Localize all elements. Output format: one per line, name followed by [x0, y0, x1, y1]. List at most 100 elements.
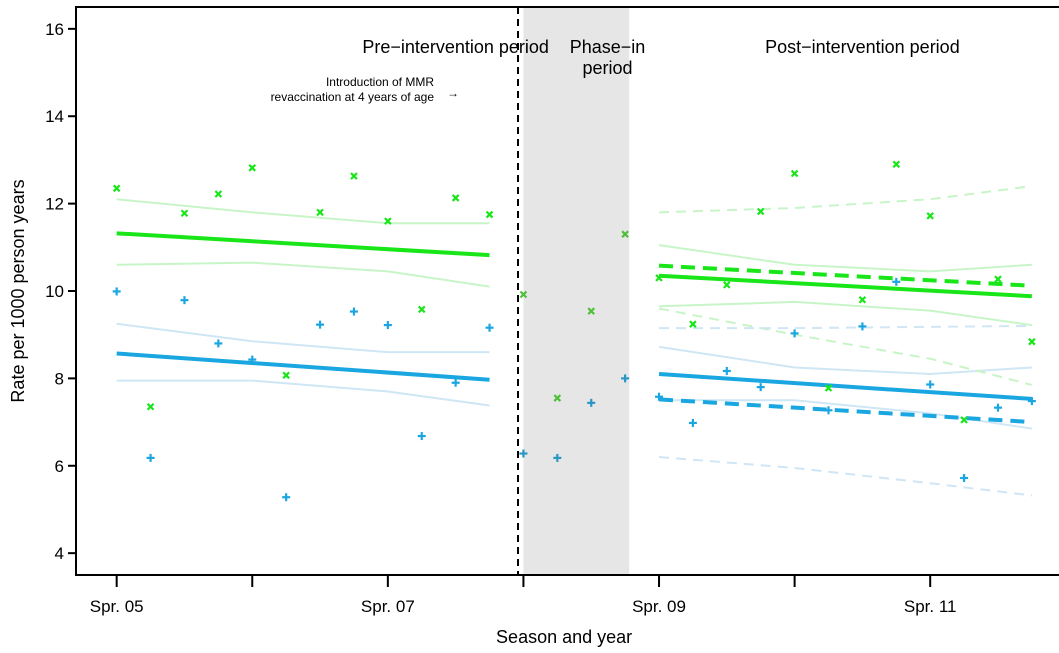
- plus-marker-point-1-1: [146, 453, 155, 462]
- x-marker-point-2-1: [553, 394, 562, 402]
- x-marker-point-2-3: [621, 230, 629, 238]
- plus-marker-point-1-6: [316, 320, 325, 329]
- fitted-line-5: [658, 397, 1033, 425]
- x-marker-point-0-14: [723, 281, 731, 289]
- x-axis: Spr. 05 Spr. 07 Spr. 09 Spr. 11: [90, 575, 957, 616]
- x-marker-point-0-21: [960, 416, 968, 424]
- confidence-bands: [116, 185, 1033, 497]
- data-points: [112, 160, 1036, 502]
- x-marker-point-0-13: [689, 320, 697, 328]
- plus-marker-point-1-23: [1027, 397, 1036, 406]
- y-tick-label: 12: [45, 195, 64, 214]
- annotation-line-2: revaccination at 4 years of age: [271, 90, 435, 104]
- x-marker-point-0-11: [485, 210, 494, 219]
- confidence-band-1: [116, 261, 490, 288]
- period-label-1: period: [582, 58, 632, 78]
- x-axis-title: Season and year: [496, 627, 632, 647]
- y-tick-label: 8: [55, 369, 64, 388]
- plus-marker-point-3-1: [553, 453, 562, 462]
- confidence-band-9: [658, 307, 1033, 386]
- x-marker-point-0-2: [180, 209, 189, 218]
- y-tick-label: 16: [45, 20, 64, 39]
- x-marker-point-0-23: [1028, 337, 1036, 346]
- x-marker-point-0-1: [146, 403, 155, 411]
- x-marker-point-0-17: [824, 384, 833, 392]
- plus-marker-point-1-9: [417, 432, 426, 441]
- plus-marker-point-1-4: [248, 355, 257, 364]
- plus-marker-point-1-7: [349, 307, 358, 316]
- plus-marker-point-1-12: [655, 392, 664, 401]
- y-axis-title: Rate per 1000 person years: [8, 179, 28, 402]
- plus-marker-point-1-8: [383, 321, 392, 330]
- x-marker-point-0-12: [655, 274, 663, 282]
- fitted-line-0: [116, 231, 490, 258]
- plus-marker-point-1-16: [790, 329, 799, 338]
- confidence-band-7: [659, 399, 1033, 430]
- x-marker-point-2-2: [587, 307, 596, 315]
- x-marker-point-0-19: [892, 160, 901, 169]
- x-marker-point-0-15: [756, 207, 765, 216]
- x-marker-point-0-10: [451, 194, 460, 202]
- y-tick-label: 10: [45, 282, 64, 301]
- plus-marker-point-3-3: [621, 374, 630, 383]
- x-marker-point-0-4: [248, 164, 257, 172]
- plus-marker-point-1-10: [451, 378, 460, 387]
- plus-marker-point-1-17: [824, 406, 833, 415]
- y-tick-label: 14: [45, 107, 64, 126]
- plus-marker-point-1-18: [858, 322, 867, 331]
- plus-marker-point-1-19: [892, 277, 901, 286]
- fitted-lines: [116, 231, 1033, 425]
- confidence-band-5: [658, 300, 1033, 327]
- confidence-band-6: [658, 345, 1032, 376]
- confidence-band-8: [658, 185, 1033, 214]
- x-marker-point-0-18: [858, 295, 867, 304]
- annotation-arrow: →: [447, 86, 459, 100]
- annotation: Introduction of MMR revaccination at 4 y…: [271, 75, 459, 104]
- y-tick-label: 6: [55, 457, 64, 476]
- confidence-band-11: [658, 456, 1033, 497]
- plus-marker-point-1-21: [960, 474, 969, 483]
- phase-in-shade: [523, 7, 630, 575]
- x-marker-point-0-22: [994, 275, 1002, 283]
- plus-marker-point-1-2: [180, 296, 189, 305]
- plus-marker-point-3-2: [587, 398, 596, 407]
- plus-marker-point-1-14: [722, 366, 731, 375]
- x-marker-point-0-8: [384, 217, 392, 225]
- plus-marker-point-1-22: [993, 403, 1002, 412]
- fitted-line-4: [658, 372, 1033, 401]
- confidence-band-3: [116, 379, 490, 407]
- x-tick-label: Spr. 09: [632, 597, 686, 616]
- plus-marker-point-1-13: [688, 418, 697, 427]
- period-label-2: Post−intervention period: [765, 37, 960, 57]
- x-marker-point-0-6: [316, 208, 324, 217]
- plus-marker-point-1-3: [214, 339, 223, 348]
- period-label-0: Pre−intervention period: [362, 37, 549, 57]
- fitted-line-2: [658, 273, 1032, 299]
- x-tick-label: Spr. 07: [361, 597, 415, 616]
- plus-marker-point-1-15: [756, 383, 765, 392]
- plus-marker-point-1-5: [282, 493, 291, 502]
- confidence-band-10: [659, 324, 1032, 330]
- plus-marker-point-1-0: [112, 287, 121, 296]
- annotation-line-1: Introduction of MMR: [326, 75, 434, 89]
- x-marker-point-0-16: [790, 169, 799, 178]
- confidence-band-0: [116, 198, 490, 225]
- plus-marker-point-3-0: [519, 449, 528, 458]
- x-marker-point-0-9: [417, 305, 426, 314]
- x-marker-point-0-5: [282, 371, 290, 380]
- plus-marker-point-1-11: [485, 323, 494, 332]
- x-marker-point-2-0: [519, 290, 528, 299]
- x-marker-point-0-3: [214, 190, 223, 198]
- confidence-band-2: [116, 322, 490, 354]
- fitted-line-3: [658, 263, 1032, 288]
- x-tick-label: Spr. 11: [904, 597, 957, 616]
- y-tick-label: 4: [55, 544, 64, 563]
- period-label-1: Phase−in: [570, 37, 646, 57]
- x-marker-point-0-0: [112, 184, 121, 193]
- confidence-band-4: [658, 244, 1032, 273]
- x-tick-label: Spr. 05: [90, 597, 144, 616]
- plus-marker-point-1-20: [926, 380, 935, 389]
- y-axis: 4 6 8 10 12 14 16: [45, 20, 76, 563]
